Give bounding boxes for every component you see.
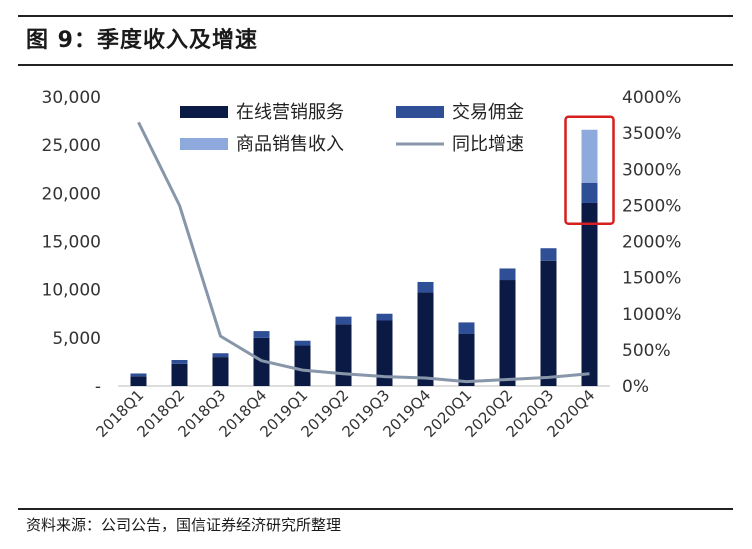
bar-segment xyxy=(581,182,598,203)
legend-label: 同比增速 xyxy=(452,134,524,155)
left-axis-ticks: - 5,000 10,000 15,000 20,000 25,000 30,000 xyxy=(42,88,101,397)
x-axis-labels: 2018Q12018Q22018Q32018Q42019Q12019Q22019… xyxy=(93,386,599,441)
right-tick-label: 0% xyxy=(622,377,649,397)
left-tick-label: 5,000 xyxy=(52,329,101,349)
legend-label: 交易佣金 xyxy=(452,102,524,123)
left-tick-label: 25,000 xyxy=(42,136,101,156)
legend-label: 在线营销服务 xyxy=(236,102,344,123)
right-tick-label: 500% xyxy=(622,341,671,361)
bar-segment xyxy=(540,248,557,261)
bar-segment xyxy=(171,359,188,364)
right-tick-label: 3500% xyxy=(622,124,681,144)
right-tick-label: 4000% xyxy=(622,88,681,108)
highlight-box xyxy=(564,115,615,226)
bar-segment xyxy=(294,340,311,346)
source-rule xyxy=(18,508,733,510)
right-tick-label: 2500% xyxy=(622,196,681,216)
left-tick-label: 30,000 xyxy=(42,88,101,108)
title-rule-bottom xyxy=(18,64,733,66)
right-tick-label: 2000% xyxy=(622,233,681,253)
bar-segment xyxy=(376,320,393,386)
growth-line xyxy=(137,121,590,384)
legend-swatch xyxy=(180,106,228,118)
bar-segment xyxy=(335,324,352,386)
source-note: 资料来源：公司公告，国信证券经济研究所整理 xyxy=(26,516,342,534)
left-tick-label: 20,000 xyxy=(42,184,101,204)
bar-segment xyxy=(417,292,434,386)
bar-segment xyxy=(458,333,475,386)
left-tick-label: 15,000 xyxy=(42,233,101,253)
title-rule-top xyxy=(18,15,733,17)
left-tick-label: - xyxy=(95,377,101,397)
bar-segment xyxy=(130,376,147,386)
bar-segment xyxy=(212,353,229,358)
legend-swatch xyxy=(396,106,444,118)
bar-segment xyxy=(458,322,475,334)
bar-segment xyxy=(212,357,229,386)
right-tick-label: 1500% xyxy=(622,269,681,289)
right-tick-label: 3000% xyxy=(622,160,681,180)
right-axis-ticks: 0% 500% 1000% 1500% 2000% 2500% 3000% 3500% 4000… xyxy=(622,88,681,397)
bars-group xyxy=(130,129,598,386)
legend-swatch xyxy=(180,138,228,150)
bar-segment xyxy=(499,280,516,386)
bar-segment xyxy=(171,363,188,386)
figure-title: 图 9：季度收入及增速 xyxy=(26,28,258,53)
bar-segment xyxy=(417,281,434,293)
bar-segment xyxy=(499,268,516,281)
bar-segment xyxy=(253,331,270,338)
bar-segment xyxy=(581,129,598,183)
bar-segment xyxy=(130,373,147,377)
legend-label: 商品销售收入 xyxy=(236,134,344,155)
bar-segment xyxy=(581,202,598,386)
right-tick-label: 1000% xyxy=(622,305,681,325)
left-tick-label: 10,000 xyxy=(42,281,101,301)
bar-segment xyxy=(540,260,557,386)
bar-segment xyxy=(294,345,311,386)
growth-line-group xyxy=(137,121,590,384)
bar-segment xyxy=(335,316,352,325)
bar-segment xyxy=(376,313,393,321)
